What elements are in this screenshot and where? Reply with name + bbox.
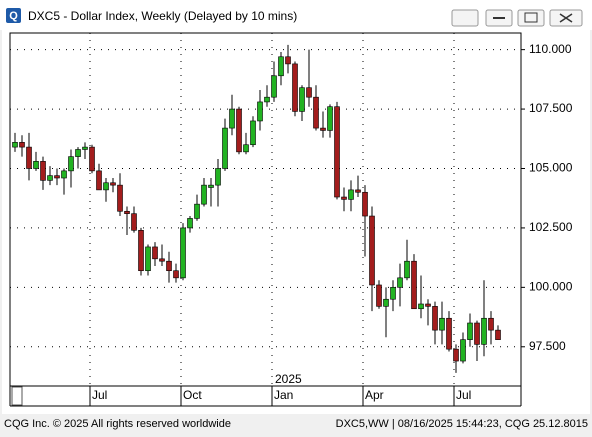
candle-body <box>348 189 354 200</box>
scroll-handle[interactable] <box>11 386 23 406</box>
candle-body <box>61 170 67 179</box>
y-tick-label: 102.500 <box>529 220 573 234</box>
link-button[interactable] <box>451 9 479 27</box>
candle-body <box>250 120 256 146</box>
candle-body <box>390 287 396 300</box>
candle-body <box>432 306 438 331</box>
app-icon <box>6 8 21 23</box>
candle-body <box>369 215 375 286</box>
candle-body <box>439 317 445 331</box>
y-tick-label: 105.000 <box>529 161 573 175</box>
app-icon-glyph: Q <box>9 10 18 22</box>
year-label: 2025 <box>275 372 302 386</box>
x-tick-label: Apr <box>365 388 384 402</box>
candle-body <box>488 317 494 331</box>
candle-body <box>334 106 340 198</box>
y-tick-label: 107.500 <box>529 101 573 115</box>
candle-body <box>75 149 81 157</box>
candle-body <box>264 96 270 103</box>
candle-body <box>460 339 466 362</box>
candle-body <box>68 156 74 172</box>
candle-body <box>54 175 60 179</box>
candle-body <box>404 260 410 279</box>
candle-body <box>383 298 389 307</box>
maximize-button[interactable] <box>517 9 545 27</box>
candle-body <box>243 144 249 153</box>
candle-body <box>47 175 53 181</box>
candle-body <box>187 218 193 229</box>
candle-body <box>12 142 18 148</box>
footer-right: DXC5,WW | 08/16/2025 15:44:23, CQG 25.12… <box>336 418 588 430</box>
candle-body <box>229 108 235 129</box>
candle-body <box>40 161 46 181</box>
close-glyph <box>559 13 573 23</box>
candle-body <box>145 246 151 272</box>
candle-body <box>376 284 382 307</box>
x-tick-label: Oct <box>183 388 202 402</box>
candle-body <box>418 303 424 310</box>
candle-body <box>411 260 417 310</box>
candle-body <box>180 227 186 279</box>
candle-body <box>474 322 480 345</box>
candle-body <box>194 203 200 219</box>
candle-body <box>103 182 109 191</box>
candle-body <box>19 142 25 148</box>
candle-body <box>159 258 165 262</box>
x-tick-label: Jul <box>92 388 107 402</box>
candle-body <box>425 303 431 307</box>
candle-body <box>446 317 452 350</box>
candle-body <box>397 277 403 288</box>
candle-body <box>131 213 137 231</box>
candle-body <box>89 146 95 172</box>
candle-body <box>208 184 214 188</box>
candle-body <box>481 317 487 345</box>
candle-body <box>467 322 473 340</box>
candle-body <box>285 56 291 65</box>
candle-body <box>453 348 459 362</box>
candle-body <box>495 329 501 340</box>
x-tick-label: Jan <box>274 388 293 402</box>
candle-body <box>362 191 368 217</box>
candle-body <box>26 146 32 169</box>
candle-body <box>355 189 361 193</box>
candle-body <box>173 270 179 279</box>
candle-body <box>96 170 102 191</box>
candle-body <box>110 182 116 186</box>
candle-body <box>201 184 207 205</box>
y-tick-label: 97.500 <box>529 339 566 353</box>
candle-body <box>292 63 298 112</box>
candle-body <box>138 229 144 272</box>
y-tick-label: 100.000 <box>529 280 573 294</box>
candle-body <box>299 87 305 112</box>
candle-body <box>271 75 277 98</box>
candle-body <box>152 246 158 260</box>
candle-body <box>313 96 319 129</box>
candle-body <box>222 127 228 169</box>
candle-body <box>215 168 221 186</box>
candle-body <box>257 101 263 122</box>
candle-body <box>320 127 326 131</box>
y-tick-label: 110.000 <box>529 42 572 56</box>
candle-body <box>341 196 347 200</box>
footer-left: CQG Inc. © 2025 All rights reserved worl… <box>4 418 231 430</box>
x-tick-label: Jul <box>456 388 471 402</box>
candle-body <box>278 56 284 77</box>
candle-body <box>166 260 172 272</box>
candle-body <box>82 146 88 150</box>
candle-body <box>117 184 123 212</box>
candle-body <box>124 210 130 214</box>
candle-body <box>33 161 39 169</box>
candle-body <box>236 108 242 153</box>
plot-layer: 97.500 100.000 102.500 105.000 107.500 110.00… <box>10 33 573 406</box>
window-title: DXC5 - Dollar Index, Weekly (Delayed by … <box>28 9 297 23</box>
candle-body <box>327 106 333 131</box>
maximize-glyph <box>524 12 538 23</box>
plot-area <box>9 32 522 387</box>
candle-body <box>306 87 312 98</box>
